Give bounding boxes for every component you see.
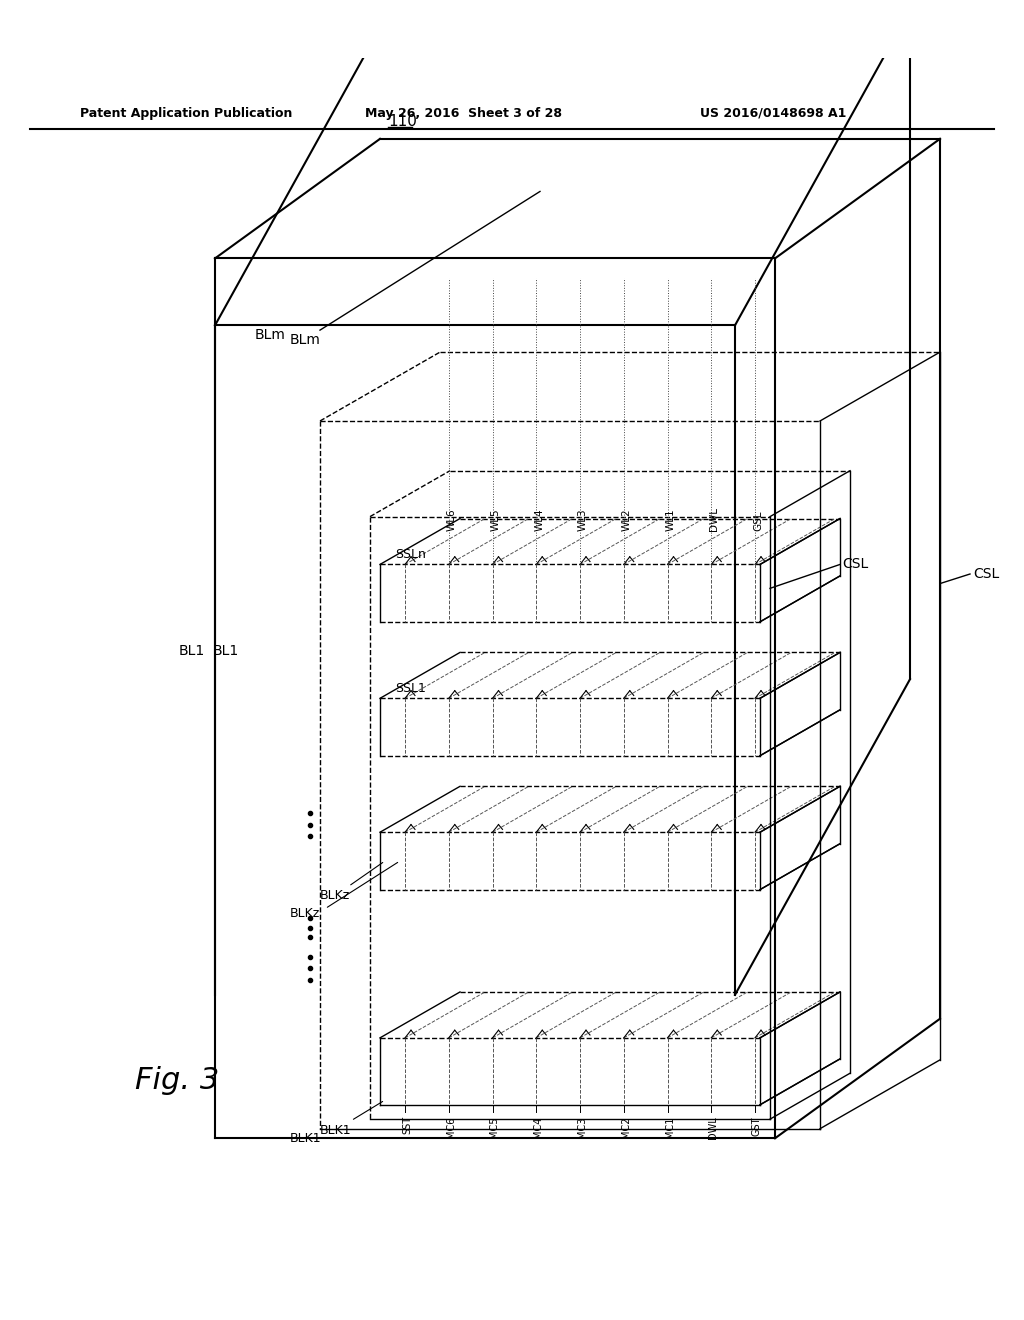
Text: MC2: MC2 [621,1117,631,1138]
Text: BLKz: BLKz [290,907,321,920]
Text: MC6: MC6 [445,1117,456,1138]
Text: SST: SST [402,1117,412,1134]
Text: Patent Application Publication: Patent Application Publication [80,107,293,120]
Text: GST: GST [752,1117,762,1135]
Text: WL5: WL5 [490,508,501,531]
Text: WL6: WL6 [446,508,457,531]
Text: MC3: MC3 [577,1117,587,1138]
Text: WL2: WL2 [622,508,632,531]
Text: BL1: BL1 [213,644,240,657]
Text: BLK1: BLK1 [290,1131,322,1144]
Text: BL1: BL1 [179,644,205,657]
Text: Fig. 3: Fig. 3 [135,1067,219,1096]
Text: GSL: GSL [753,511,763,531]
Text: MC4: MC4 [534,1117,544,1138]
Text: BLm: BLm [255,327,286,342]
Text: 110: 110 [388,114,417,129]
Text: WL1: WL1 [666,508,676,531]
Text: MC5: MC5 [489,1117,500,1138]
Text: BLK1: BLK1 [319,1101,383,1137]
Text: DWL: DWL [709,1117,718,1139]
Text: CSL: CSL [842,557,868,572]
Text: DWL: DWL [710,507,719,531]
Text: SSLn: SSLn [395,548,426,561]
Text: WL4: WL4 [535,508,544,531]
Text: WL3: WL3 [578,508,588,531]
Text: BLm: BLm [290,333,321,347]
Text: BLKz: BLKz [319,862,383,902]
Text: May 26, 2016  Sheet 3 of 28: May 26, 2016 Sheet 3 of 28 [365,107,562,120]
Text: MC1: MC1 [665,1117,675,1138]
Text: 110: 110 [395,0,424,3]
Text: CSL: CSL [973,568,999,581]
Text: SSL1: SSL1 [395,682,426,696]
Text: US 2016/0148698 A1: US 2016/0148698 A1 [700,107,847,120]
